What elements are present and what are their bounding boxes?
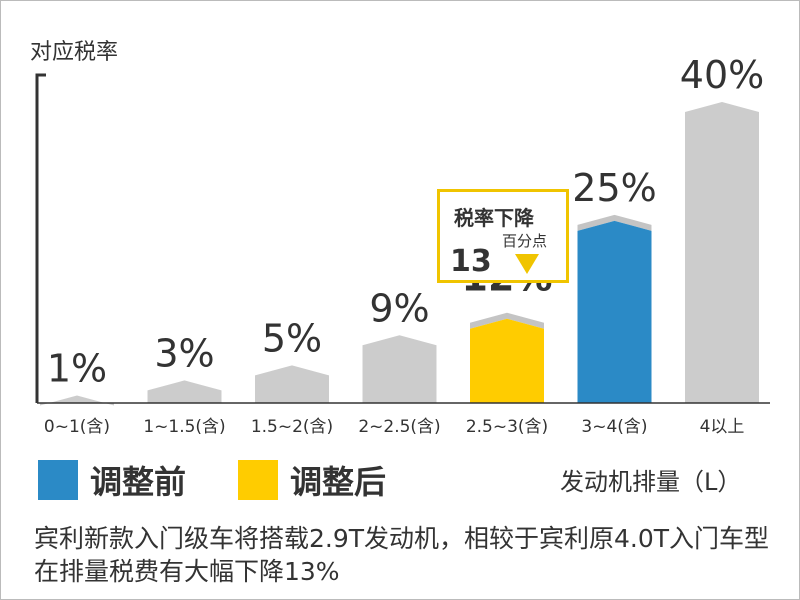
value-label-2: 5% [262, 316, 322, 360]
rate-drop-callout: 税率下降 百分点 13 [437, 189, 569, 283]
x-tick-label-3: 2~2.5(含) [358, 417, 440, 437]
bar-2 [255, 365, 329, 403]
x-tick-label-0: 0~1(含) [44, 417, 110, 437]
legend-item-after: 调整后 [238, 458, 386, 502]
legend-swatch-before [38, 460, 78, 500]
caption-text: 宾利新款入门级车将搭载2.9T发动机，相较于宾利原4.0T入门车型在排量税费有大… [34, 524, 770, 586]
bar-3 [362, 335, 437, 403]
callout-subtitle: 百分点 [502, 232, 548, 250]
bar-5 [577, 220, 652, 403]
x-tick-label-6: 4以上 [700, 417, 745, 437]
bar-chart: 0~1(含) 1% 1~1.5(含) 3% 1.5~2(含) 5% 2~2.5(含) 9% 2.… [35, 53, 770, 437]
callout-value: 13 [450, 244, 492, 279]
value-label-3: 9% [369, 286, 429, 330]
bar-cap-5 [577, 214, 652, 231]
down-arrow-icon [515, 254, 539, 274]
y-axis-label: 对应税率 [30, 40, 119, 65]
x-tick-label-2: 1.5~2(含) [251, 417, 333, 437]
bar-1 [147, 380, 222, 403]
bar-cap-4 [470, 312, 544, 329]
value-label-0: 1% [47, 346, 107, 390]
legend-item-before: 调整前 [38, 458, 186, 502]
legend-label-before: 调整前 [90, 463, 187, 501]
bar-4 [470, 318, 544, 403]
y-axis-line [35, 73, 46, 403]
x-axis-label: 发动机排量（L） [560, 468, 742, 496]
legend-swatch-after [238, 460, 278, 500]
bar-0 [40, 395, 114, 406]
x-tick-label-1: 1~1.5(含) [143, 417, 225, 437]
legend-label-after: 调整后 [290, 463, 387, 501]
value-label-6: 40% [680, 53, 764, 97]
value-label-1: 3% [154, 331, 214, 375]
x-tick-label-4: 2.5~3(含) [466, 417, 548, 437]
callout-title: 税率下降 [454, 206, 534, 230]
value-label-5: 25% [572, 166, 656, 210]
bar-6 [685, 102, 759, 403]
x-tick-label-5: 3~4(含) [581, 417, 647, 437]
